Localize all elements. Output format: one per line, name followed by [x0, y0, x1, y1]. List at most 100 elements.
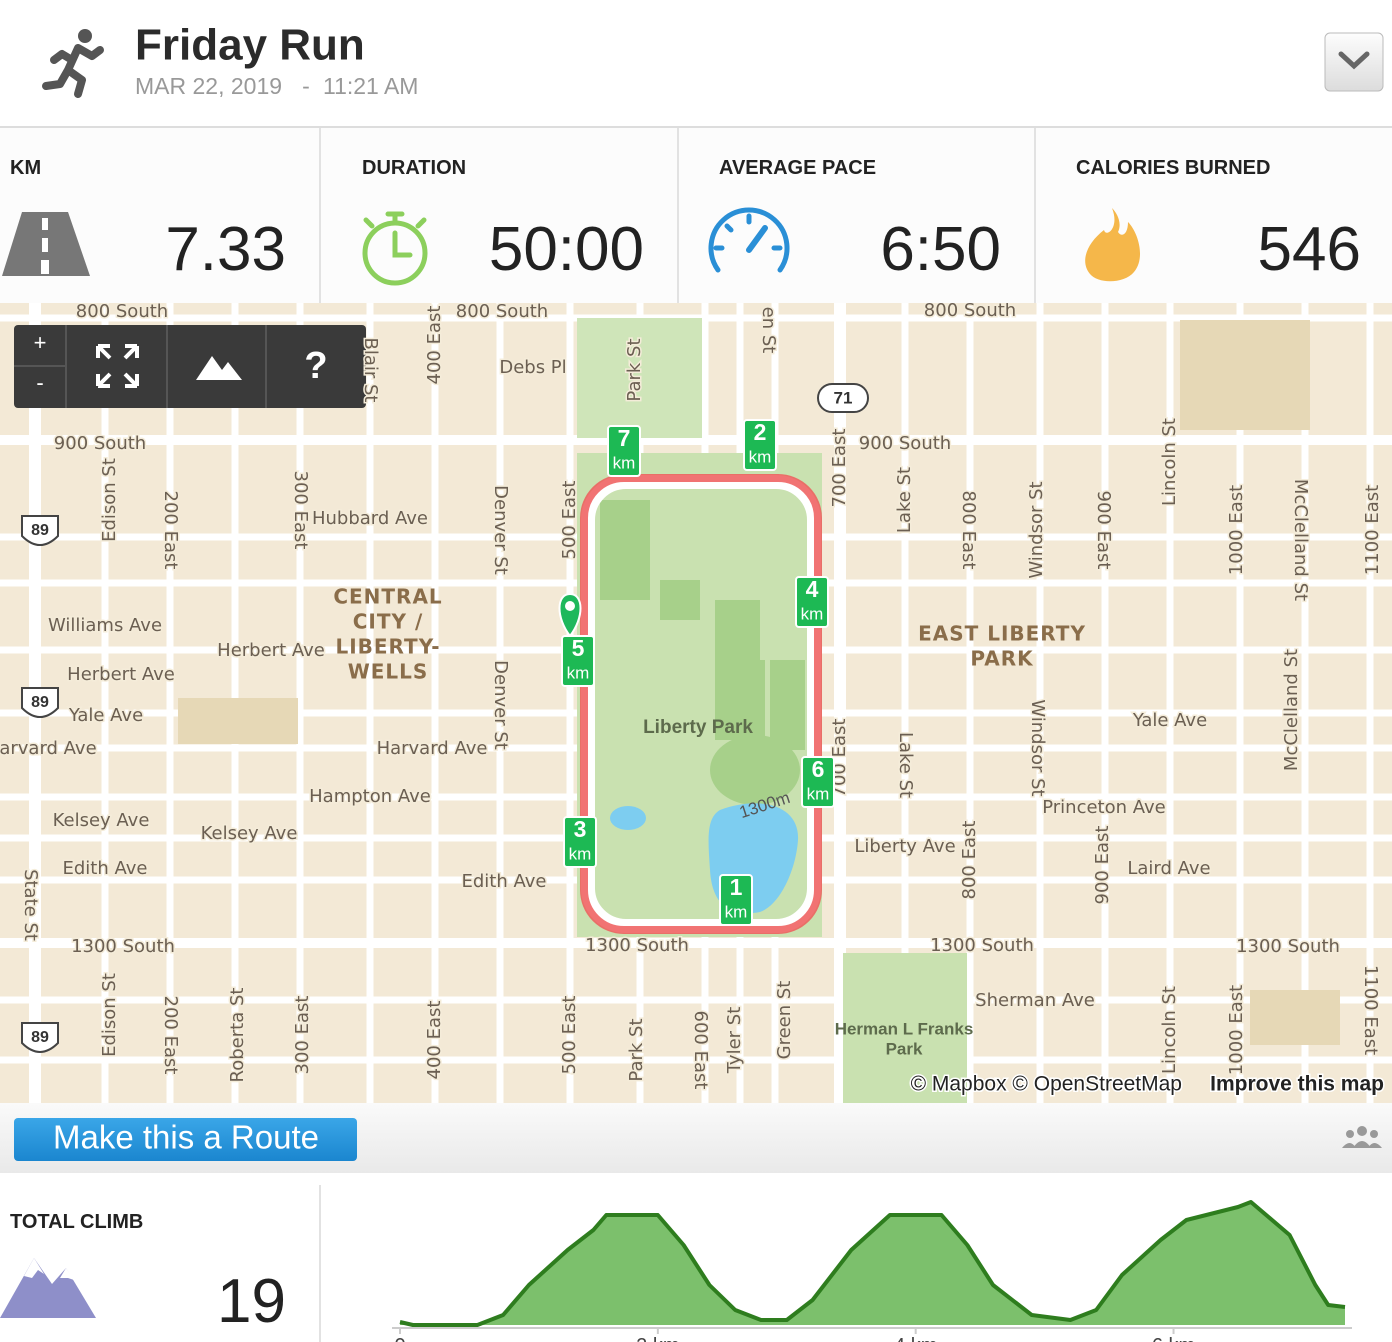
start-pin-dot	[565, 601, 575, 611]
shield-label: 89	[31, 1029, 49, 1046]
button-bg[interactable]	[14, 1118, 357, 1161]
km-marker	[607, 425, 641, 477]
activity-time: 11:21 AM	[323, 73, 418, 99]
street-label: 200 East	[160, 996, 181, 1075]
elevation-line	[399, 1200, 1346, 1327]
street-label: Herbert Ave	[67, 664, 175, 685]
street-label: Park St	[626, 1018, 647, 1081]
shield-label: 89	[31, 694, 49, 711]
button-label[interactable]: Make this a Route	[53, 1119, 319, 1156]
block	[1180, 320, 1310, 430]
street-label: Lincoln St	[1159, 418, 1180, 506]
street-label: 1100 East	[1360, 965, 1381, 1055]
chevron	[1338, 51, 1370, 70]
zoom-out[interactable]: -	[36, 370, 43, 395]
group-icon[interactable]	[1342, 1126, 1382, 1148]
street-label: 800 East	[958, 491, 979, 570]
km-marker-unit: km	[567, 663, 590, 682]
header: Friday Run MAR 22, 2019 - 11:21 AM	[0, 0, 1392, 128]
header-bg	[0, 0, 1392, 127]
street-label: 1000 East	[1226, 985, 1247, 1075]
street-label: Yale Ave	[1132, 710, 1207, 731]
km-marker-unit: km	[569, 844, 592, 863]
km-marker-number: 5	[572, 635, 585, 661]
street-label: Herbert Ave	[217, 640, 325, 661]
shield: 89	[21, 1022, 59, 1053]
km-marker-number: 2	[754, 419, 767, 445]
street-label: Williams Ave	[48, 615, 162, 636]
dropdown-bg[interactable]	[1324, 32, 1384, 92]
km-marker	[743, 419, 777, 471]
street-label: State St	[20, 869, 41, 941]
street-label: Hampton Ave	[309, 786, 431, 807]
street-label: 900 South	[54, 433, 146, 454]
elevation-area	[400, 1202, 1345, 1325]
street-label: Blair St	[360, 338, 381, 403]
street-label: Green St	[774, 981, 795, 1060]
street-label: Harvard Ave	[377, 738, 488, 759]
park-label: Liberty Park	[643, 717, 753, 738]
stats-bg	[0, 128, 1392, 303]
pond	[610, 806, 646, 830]
stat-label: DURATION	[362, 157, 466, 179]
street-label: 400 East	[424, 1001, 445, 1080]
map-attribution[interactable]: © Mapbox © OpenStreetMap	[909, 1071, 1183, 1097]
km-marker-unit: km	[749, 447, 772, 466]
shield: 89	[21, 515, 59, 546]
block	[178, 698, 298, 744]
street-label: 1300 South	[585, 935, 689, 956]
area-label: CENTRAL	[333, 585, 442, 609]
area-label: EAST LIBERTY	[918, 622, 1086, 646]
street-label: Sherman Ave	[975, 990, 1095, 1011]
park	[843, 953, 967, 1103]
climb-icon	[0, 1258, 96, 1318]
km-marker-unit: km	[801, 604, 824, 623]
street-label: 800 South	[76, 301, 168, 322]
km-marker	[801, 756, 835, 808]
street-label: Windsor St	[1026, 481, 1047, 578]
street-label: Liberty Ave	[854, 836, 955, 857]
map[interactable]: + - ? 800 South 800 South 800 South 900 Sou…	[0, 300, 1392, 1103]
x-tick-label: 2 km	[636, 1335, 679, 1342]
area-label: LIBERTY-	[335, 635, 440, 659]
street-label: Edith Ave	[462, 871, 547, 892]
fullscreen-button[interactable]	[96, 344, 139, 388]
km-marker-unit: km	[613, 453, 636, 472]
street-label: 800 East	[959, 821, 980, 900]
street-label: en St	[758, 307, 779, 354]
activity-title: Friday Run	[135, 21, 365, 70]
help-button[interactable]: ?	[304, 345, 327, 387]
stat-label: AVERAGE PACE	[719, 157, 876, 179]
pace-icon	[708, 207, 790, 273]
km-marker-number: 6	[812, 756, 825, 782]
street-label: 1000 East	[1226, 485, 1247, 575]
street-label: 200 East	[160, 491, 181, 570]
street-label: Kelsey Ave	[53, 810, 150, 831]
street-label: arvard Ave	[0, 738, 97, 759]
x-tick-label: 4 km	[894, 1335, 937, 1342]
street-label: Hubbard Ave	[312, 508, 428, 529]
map-controls: + - ?	[14, 325, 366, 408]
street-label: 1300 South	[1236, 936, 1340, 957]
dropdown-button[interactable]	[1324, 32, 1384, 92]
stat-value: 19	[217, 1267, 286, 1336]
x-tick-label: 0	[394, 1335, 405, 1342]
improve-map-link[interactable]: Improve this map	[1209, 1071, 1386, 1097]
stat-label: TOTAL CLIMB	[10, 1211, 143, 1233]
km-marker-number: 7	[618, 425, 631, 451]
km-marker-number: 4	[806, 576, 819, 602]
street-label: 400 East	[424, 306, 445, 385]
street-label: Lake St	[894, 467, 915, 533]
street-label: 300 East	[292, 996, 313, 1075]
terrain-button[interactable]	[196, 356, 242, 380]
street-label: 800 South	[456, 301, 548, 322]
street-label: 900 East	[1093, 491, 1114, 570]
shield: 71	[817, 383, 869, 413]
area-label: CITY /	[353, 610, 424, 634]
km-marker	[795, 576, 829, 628]
area-label: WELLS	[348, 660, 429, 684]
zoom-in[interactable]: +	[34, 330, 47, 355]
street-label: Roberta St	[227, 988, 248, 1083]
make-route-button[interactable]: Make this a Route	[14, 1118, 357, 1161]
street-label: Yale Ave	[68, 705, 143, 726]
